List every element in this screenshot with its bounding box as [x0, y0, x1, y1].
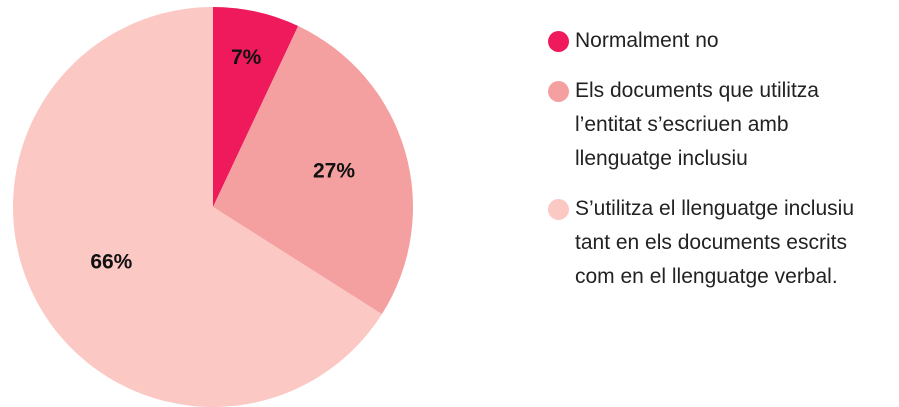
legend-item: Els documents que utilitza l’entitat s’e… [548, 74, 888, 176]
slice-label: 66% [90, 250, 132, 273]
legend-item: S’utilitza el llenguatge inclusiu tant e… [548, 192, 888, 294]
legend-label: Els documents que utilitza l’entitat s’e… [575, 79, 819, 170]
pie-slice [213, 26, 413, 315]
legend-swatch [548, 31, 569, 52]
chart: 7% 27% 66% [12, 7, 413, 407]
legend-label: S’utilitza el llenguatge inclusiu tant e… [575, 197, 854, 288]
pie-slice [213, 7, 299, 207]
slice-label: 27% [313, 159, 355, 182]
legend-swatch [548, 199, 569, 220]
legend-label: Normalment no [575, 29, 719, 52]
legend: Normalment no Els documents que utilitza … [548, 24, 888, 310]
legend-item: Normalment no [548, 24, 888, 58]
slice-label: 7% [231, 46, 262, 69]
pie-slice [12, 7, 382, 407]
legend-swatch [548, 81, 569, 102]
